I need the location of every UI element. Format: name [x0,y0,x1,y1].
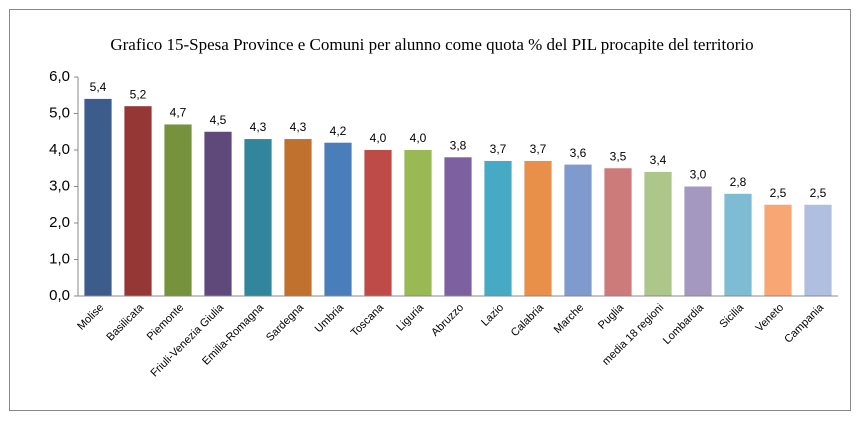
bar [604,168,632,296]
data-label: 3,6 [570,146,587,160]
data-label: 4,7 [170,106,187,120]
data-label: 2,5 [770,186,787,200]
data-label: 3,8 [450,138,467,152]
bar [324,142,352,296]
bar [124,106,152,296]
y-tick-label: 2,0 [49,214,70,231]
bar [444,157,472,296]
bar [364,150,392,296]
data-label: 4,3 [250,120,267,134]
y-tick-label: 0,0 [49,287,70,304]
data-label: 4,2 [330,124,347,138]
data-label: 2,8 [730,175,747,189]
data-label: 2,5 [810,186,827,200]
y-tick-label: 3,0 [49,177,70,194]
y-tick-label: 6,0 [49,68,70,85]
data-label: 3,5 [610,149,627,163]
data-label: 3,7 [530,142,547,156]
bar [204,131,232,296]
bar [244,139,272,296]
bar [84,98,112,297]
bar [404,150,432,296]
bar [484,160,512,296]
bar [644,171,672,296]
data-label: 4,5 [210,113,227,127]
bar [164,124,192,296]
data-label: 3,4 [650,153,667,167]
bar [764,204,792,296]
y-tick-label: 5,0 [49,104,70,121]
bar [684,186,712,296]
y-tick-label: 4,0 [49,141,70,158]
data-label: 4,3 [290,120,307,134]
bar [564,164,592,296]
data-label: 5,2 [130,87,147,101]
bar [804,204,832,296]
chart-title: Grafico 15-Spesa Province e Comuni per a… [110,35,753,54]
bar [284,139,312,296]
data-label: 4,0 [410,131,427,145]
y-tick-label: 1,0 [49,250,70,267]
data-label: 4,0 [370,131,387,145]
bar [724,193,752,296]
data-label: 5,4 [90,80,107,94]
data-label: 3,7 [490,142,507,156]
bar [524,160,552,296]
data-label: 3,0 [690,168,707,182]
